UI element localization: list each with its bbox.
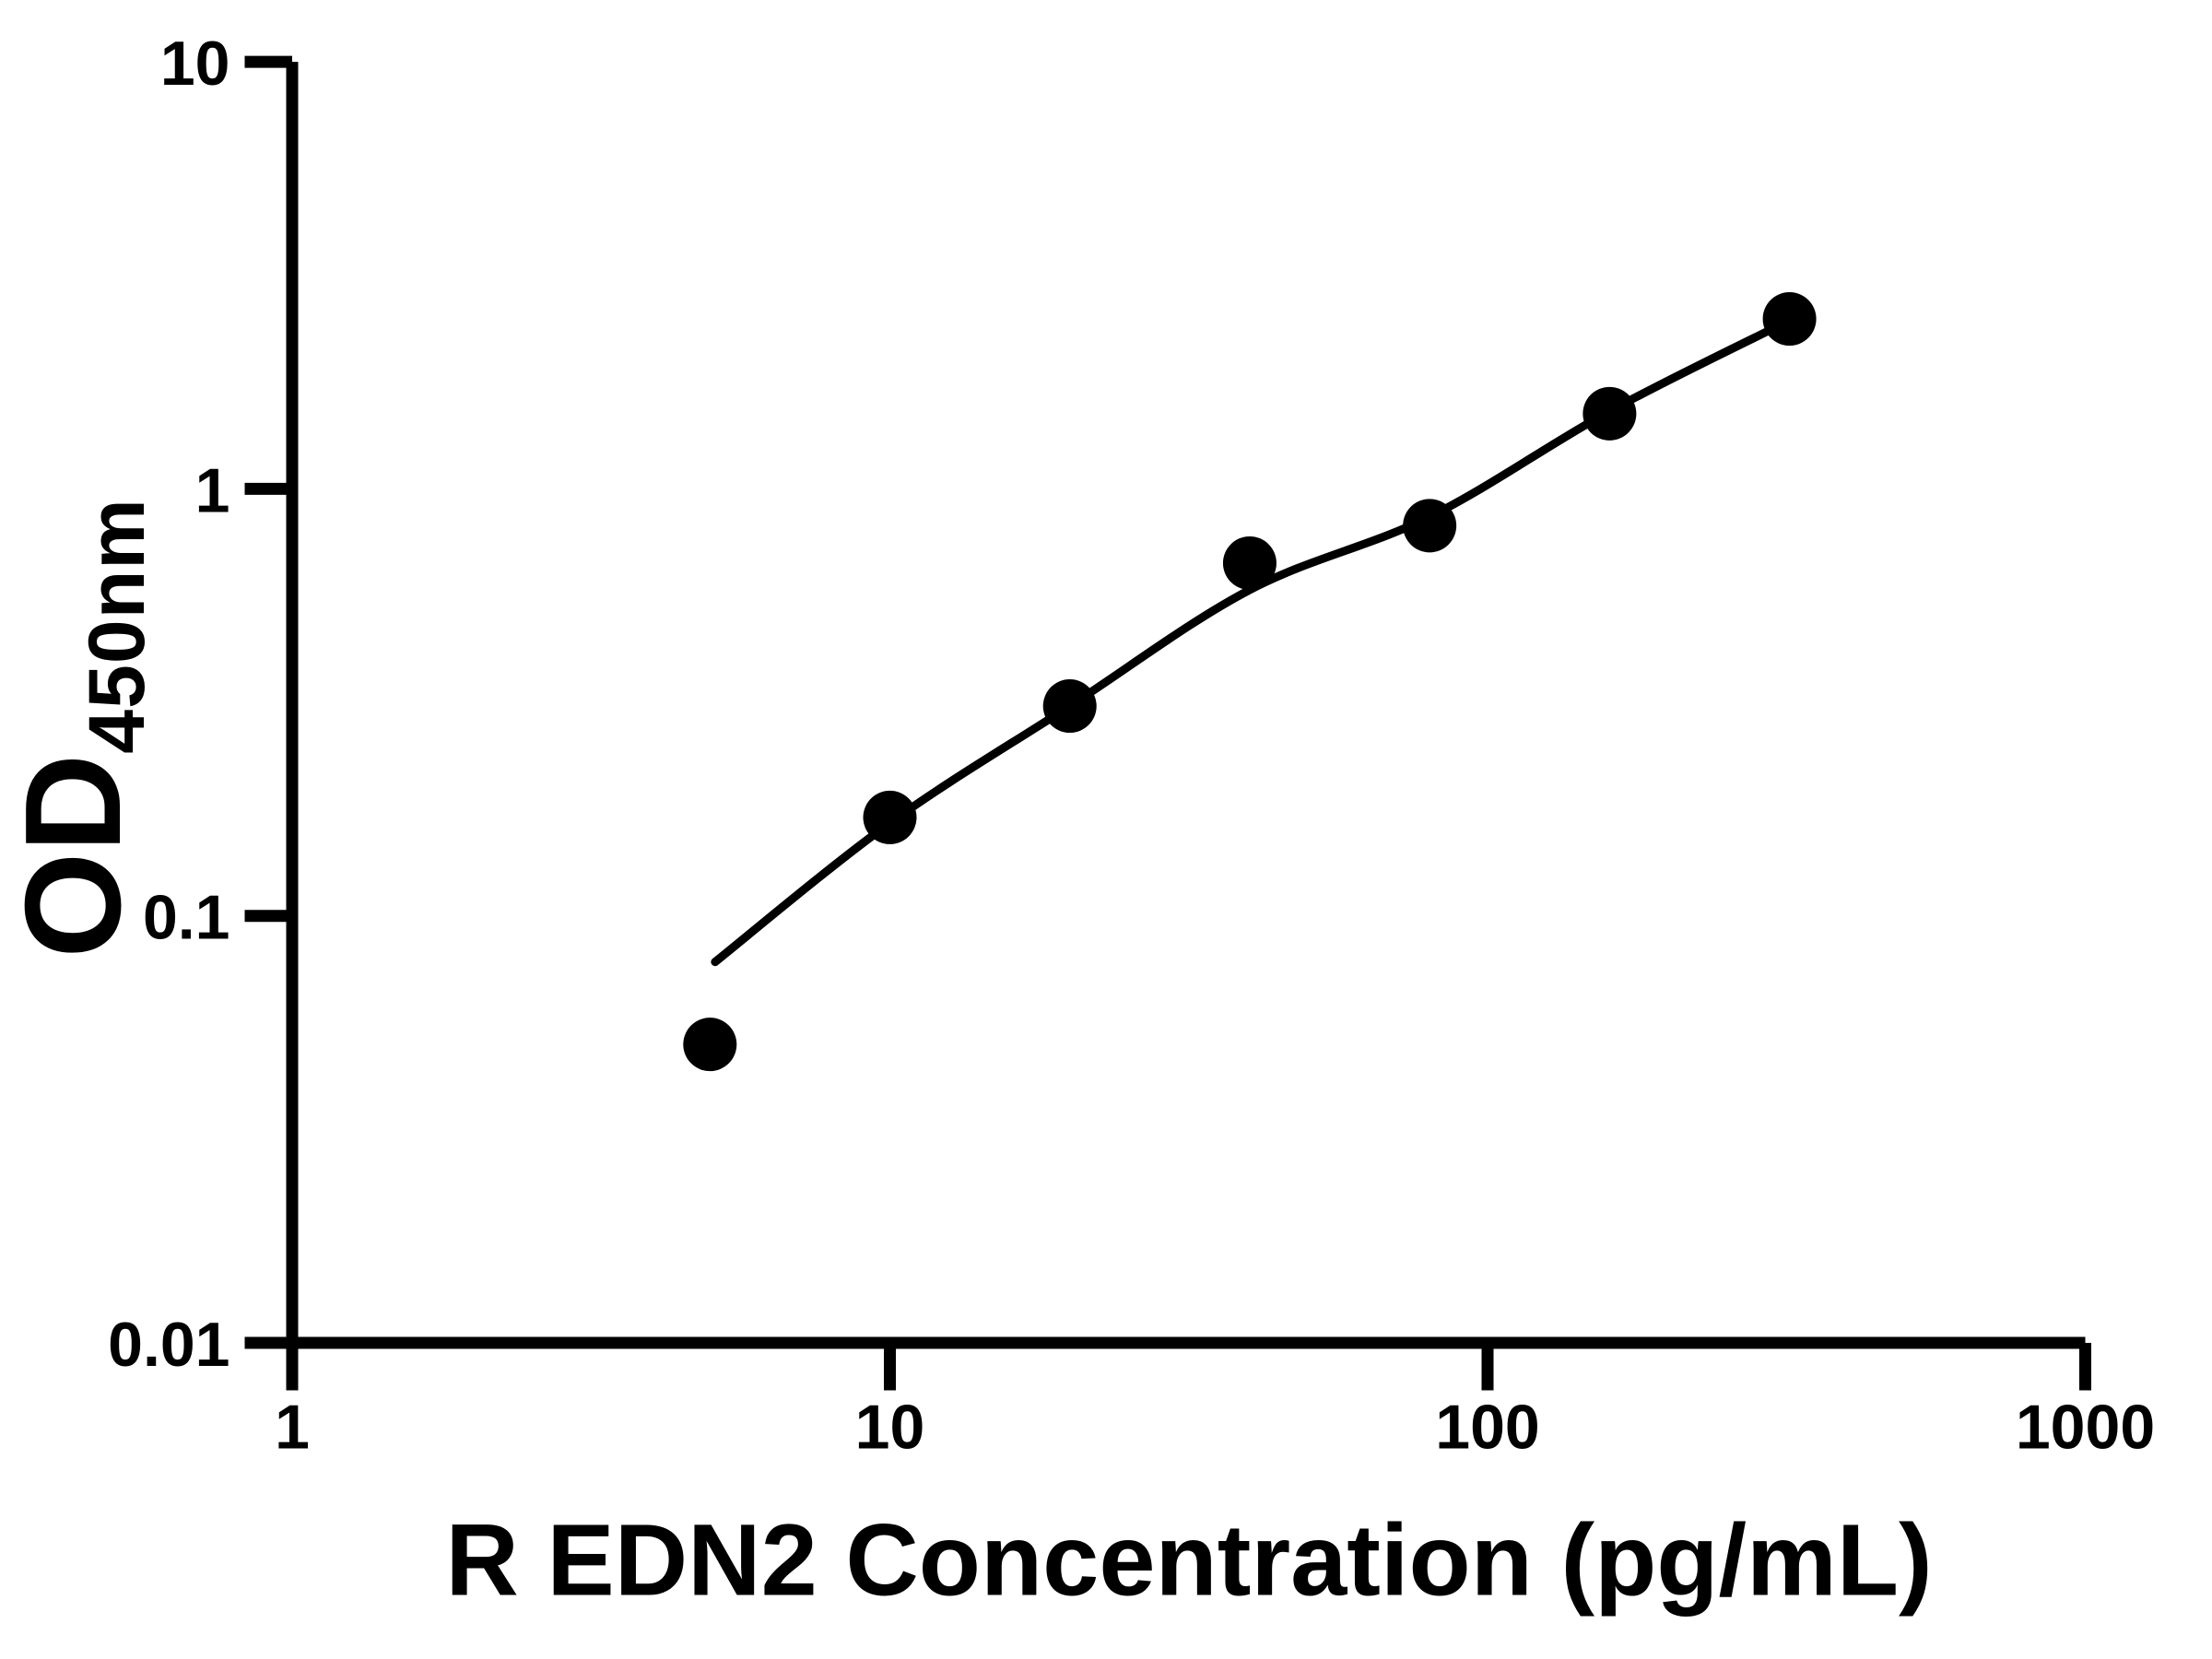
data-point	[1042, 679, 1097, 734]
y-axis-title: OD450nm	[0, 498, 161, 959]
y-tick-label: 1	[195, 455, 230, 525]
y-tick-label: 10	[160, 29, 230, 99]
x-tick-label: 10	[855, 1392, 925, 1462]
x-tick-label: 1000	[2016, 1392, 2155, 1462]
data-point	[863, 790, 917, 844]
y-tick-label: 0.1	[143, 883, 230, 953]
data-point	[1583, 386, 1637, 441]
data-point	[1762, 292, 1817, 347]
x-tick-label: 100	[1435, 1392, 1539, 1462]
x-axis-title: R EDN2 Concentration (pg/mL)	[445, 1503, 1933, 1618]
x-tick-label: 1	[275, 1392, 310, 1462]
data-point	[683, 1018, 737, 1072]
y-axis-title-subscript: 450nm	[73, 498, 161, 754]
y-axis-title-main: OD	[0, 753, 149, 959]
y-tick-label: 0.01	[108, 1310, 229, 1380]
data-point	[1222, 535, 1277, 590]
data-point	[1403, 499, 1457, 553]
